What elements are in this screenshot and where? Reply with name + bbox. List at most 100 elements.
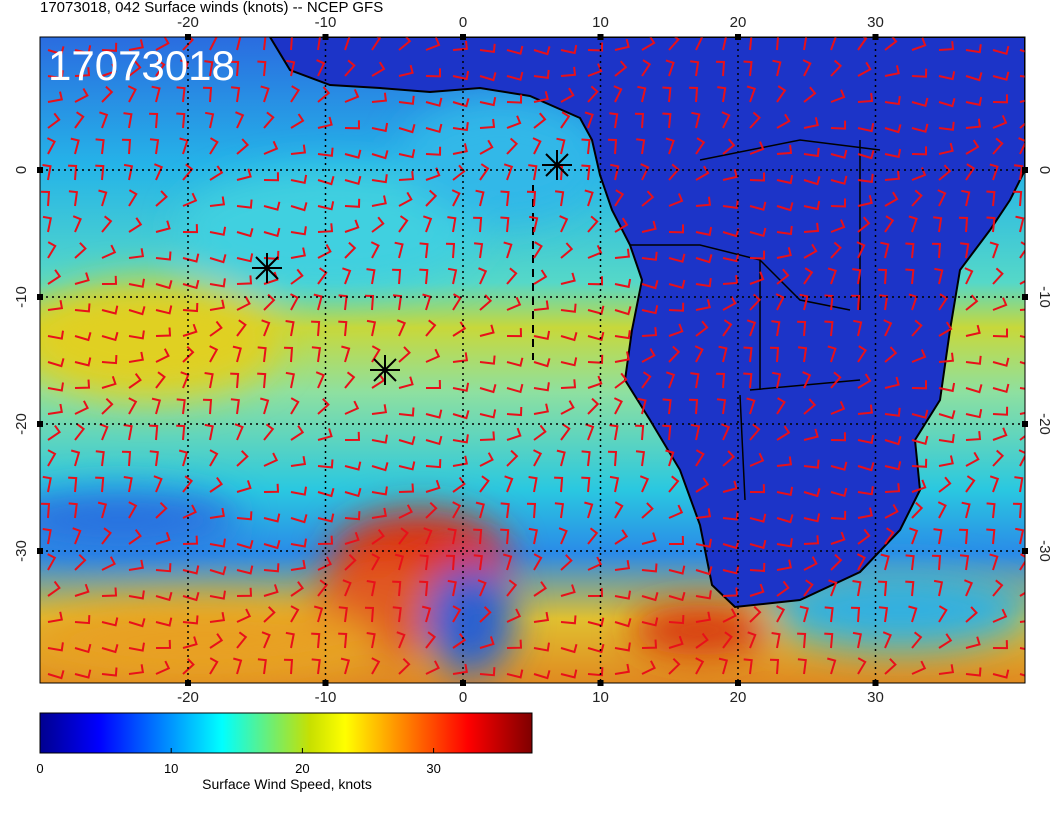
wind-barb — [101, 644, 119, 654]
wind-barb — [938, 71, 956, 81]
wind-barb — [504, 475, 514, 493]
wind-barb — [452, 352, 469, 363]
wind-barb — [176, 112, 186, 129]
wind-barb — [587, 276, 604, 286]
wind-barb — [884, 504, 899, 519]
wind-barb — [911, 380, 927, 390]
wind-barb — [344, 59, 356, 77]
wind-barb — [128, 248, 145, 259]
wind-barb — [425, 37, 441, 51]
wind-barb — [452, 382, 470, 392]
wind-barb — [74, 553, 87, 571]
wind-barb — [344, 241, 357, 259]
wind-barb — [182, 302, 199, 313]
wind-barb — [128, 330, 145, 340]
wind-barb — [452, 501, 462, 519]
wind-barb — [290, 174, 308, 184]
wind-barb — [772, 59, 782, 77]
wind-barb — [230, 372, 240, 389]
wind-barb — [776, 605, 786, 623]
wind-barb — [587, 244, 603, 259]
wind-barb — [74, 615, 91, 625]
wind-barb — [452, 293, 462, 311]
wind-barb — [425, 68, 441, 78]
wind-barb — [263, 539, 281, 550]
wind-barb — [636, 138, 646, 155]
wind-barb — [128, 60, 142, 77]
wind-barb — [856, 553, 866, 571]
wind-barb — [911, 349, 927, 363]
wind-barb — [101, 667, 118, 677]
wind-barb — [155, 563, 172, 573]
wind-barb — [695, 196, 712, 207]
wind-barb — [1019, 49, 1025, 53]
wind-barb — [344, 553, 357, 571]
wind-barb — [878, 580, 888, 597]
wind-barb — [47, 611, 63, 623]
wind-barb — [718, 657, 729, 675]
wind-barb — [155, 190, 168, 207]
wind-barb — [371, 92, 388, 103]
wind-barb — [938, 142, 954, 155]
wind-barb — [911, 660, 927, 675]
wind-barb — [479, 118, 496, 129]
wind-barb — [95, 450, 105, 467]
wind-barb — [797, 320, 807, 337]
wind-barb — [182, 636, 198, 649]
wind-barb — [587, 375, 603, 389]
wind-barb — [965, 475, 976, 493]
wind-barb — [128, 217, 143, 233]
wind-barb — [614, 38, 630, 51]
wind-barb — [668, 475, 680, 493]
wind-barb — [154, 163, 164, 181]
wind-barb — [749, 201, 767, 211]
wind-barb — [425, 189, 438, 207]
wind-barb — [149, 112, 159, 129]
wind-barb — [344, 219, 360, 233]
wind-barb — [209, 299, 225, 311]
wind-barb — [344, 400, 360, 415]
wind-barb — [128, 397, 138, 415]
wind-barb — [452, 455, 468, 467]
wind-barb — [72, 527, 82, 545]
wind-barb — [959, 554, 970, 571]
wind-barb — [911, 501, 924, 519]
wind-barb — [668, 302, 685, 312]
wind-barb — [721, 423, 731, 441]
wind-barb — [830, 432, 847, 442]
wind-barb — [884, 191, 899, 207]
wind-barb — [880, 241, 890, 259]
map-frame — [39, 36, 1026, 684]
wind-barb — [828, 579, 838, 597]
wind-barb — [344, 198, 361, 208]
wind-barb — [749, 172, 765, 182]
wind-barb — [317, 428, 333, 441]
wind-barb — [824, 606, 834, 623]
wind-barb — [931, 242, 942, 259]
wind-barb — [609, 112, 619, 129]
wind-barb — [587, 331, 605, 342]
wind-barb — [425, 631, 437, 649]
wind-barb — [560, 87, 575, 103]
wind-barb — [958, 216, 969, 233]
wind-barb — [123, 163, 134, 181]
wind-barb — [74, 400, 89, 415]
wind-barb — [317, 86, 331, 103]
wind-barb — [182, 475, 194, 493]
wind-barb — [68, 476, 78, 493]
wind-barb — [263, 111, 275, 129]
wind-barb — [884, 95, 901, 106]
wind-barb — [479, 636, 495, 649]
wind-barb — [884, 170, 901, 181]
wind-barb — [560, 357, 578, 367]
wind-barb — [884, 124, 902, 134]
wind-barb — [587, 42, 603, 52]
wind-barb — [261, 631, 271, 649]
wind-barb — [533, 642, 550, 652]
wind-barb — [587, 527, 599, 545]
wind-barb — [47, 449, 57, 467]
wind-barb — [128, 189, 138, 207]
wind-barb — [344, 487, 362, 498]
wind-barb — [746, 85, 756, 103]
